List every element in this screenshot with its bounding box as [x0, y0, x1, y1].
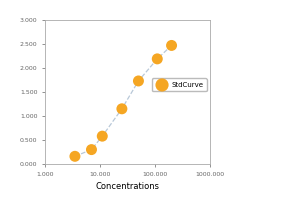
Legend: StdCurve: StdCurve	[152, 78, 206, 91]
StdCurve	[100, 135, 105, 138]
StdCurve	[119, 107, 124, 110]
StdCurve	[89, 148, 94, 151]
StdCurve	[136, 79, 141, 83]
StdCurve	[155, 57, 160, 60]
StdCurve	[169, 44, 174, 47]
X-axis label: Concentrations: Concentrations	[95, 182, 160, 191]
StdCurve	[73, 155, 77, 158]
